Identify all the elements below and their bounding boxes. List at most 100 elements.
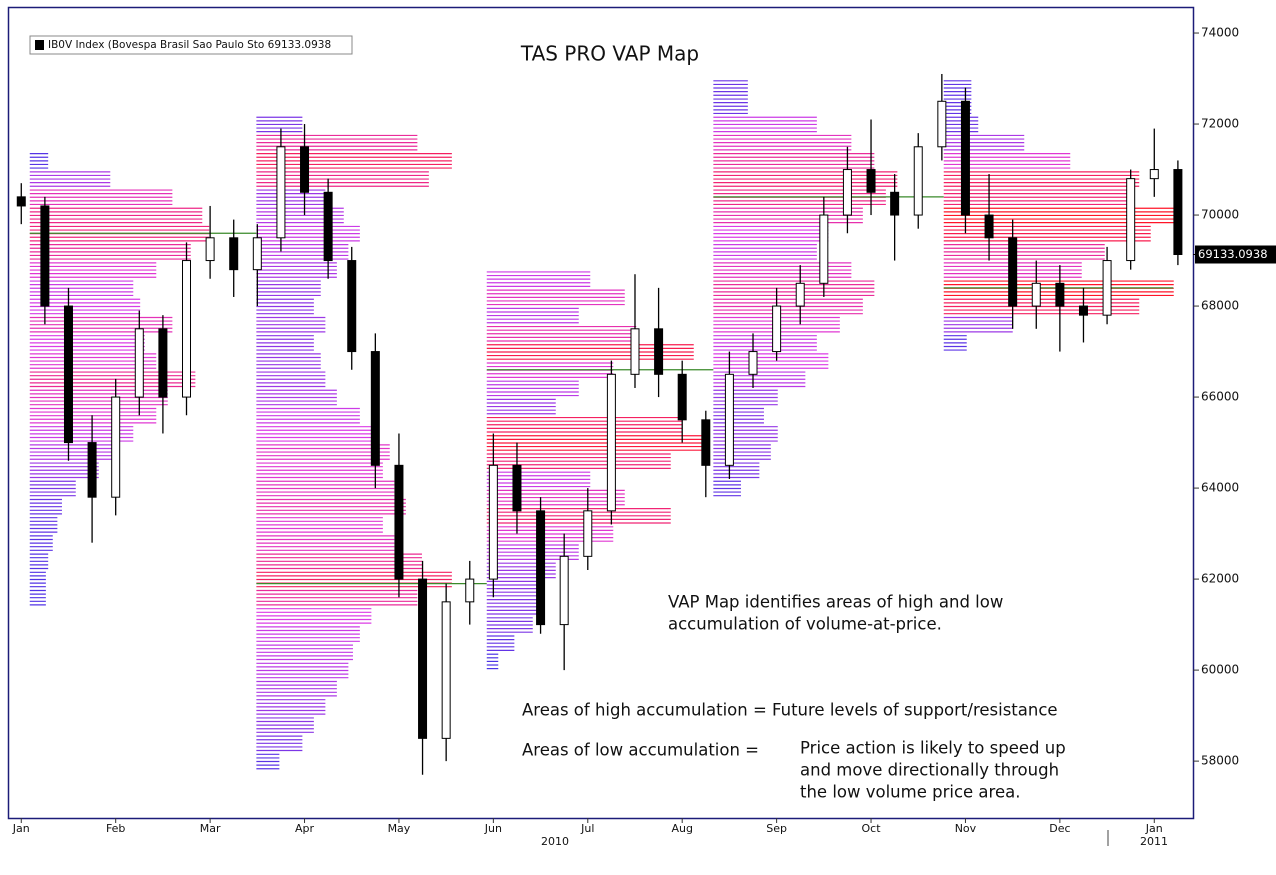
candle-body <box>1126 178 1136 262</box>
vap-bar <box>486 271 591 287</box>
candle-body <box>252 237 262 271</box>
vap-bar <box>256 244 349 260</box>
vap-bar <box>713 335 817 351</box>
vap-bar <box>486 398 556 415</box>
candle-body <box>512 464 522 512</box>
candle-body <box>488 464 498 580</box>
vap-bar <box>29 335 145 351</box>
vap-bar <box>29 171 111 187</box>
vap-bar <box>256 535 395 551</box>
vap-bar <box>256 353 321 369</box>
vap-bar <box>256 335 314 351</box>
candle-body <box>606 373 616 512</box>
candle-body <box>111 396 121 498</box>
vap-bar <box>486 544 579 560</box>
candle-body <box>842 169 852 216</box>
vap-bar <box>486 435 706 451</box>
x-tick-label: Sep <box>766 822 787 835</box>
candle-body <box>984 214 994 239</box>
y-tick-label: 68000 <box>1201 299 1239 313</box>
candle-body <box>87 442 97 498</box>
candle-body <box>323 191 333 262</box>
vap-bar <box>256 280 321 297</box>
candle-body <box>960 100 970 216</box>
vap-bar <box>256 462 383 479</box>
vap-bar <box>486 289 625 306</box>
y-tick-label: 60000 <box>1201 663 1239 677</box>
x-tick-label: Aug <box>671 822 692 835</box>
vap-bar <box>256 389 337 406</box>
candle-body <box>701 419 711 466</box>
vap-bar <box>256 553 422 570</box>
x-tick-label: Apr <box>295 822 315 835</box>
vap-bar <box>943 80 972 96</box>
vap-bar <box>256 626 360 642</box>
x-tick-label: Jan <box>12 822 30 835</box>
vap-bar <box>713 444 771 460</box>
vap-bar <box>256 371 326 388</box>
x-tick-label: Oct <box>862 822 882 835</box>
candle-body <box>654 328 664 375</box>
vap-bar <box>943 171 1140 187</box>
x-tick-label: Feb <box>106 822 125 835</box>
vap-bar <box>256 116 303 133</box>
vap-bar <box>713 280 875 297</box>
candle-body <box>441 601 451 739</box>
vap-bar <box>29 407 157 424</box>
annotation: and move directionally through <box>800 761 1059 780</box>
candle-body <box>1008 237 1018 307</box>
vap-bar <box>256 426 372 442</box>
vap-bar <box>256 134 418 151</box>
vap-bar <box>713 80 748 96</box>
annotation: Price action is likely to speed up <box>800 739 1066 758</box>
last-price-tag <box>1195 245 1276 264</box>
candle-body <box>1102 260 1112 316</box>
vap-bar <box>256 753 280 770</box>
vap-bar <box>29 553 49 570</box>
vap-bar <box>713 480 741 497</box>
vap-bar <box>943 316 1013 333</box>
candle-body <box>866 169 876 193</box>
y-tick-label: 64000 <box>1201 481 1239 495</box>
vap-bar <box>713 353 829 369</box>
annotation: VAP Map identifies areas of high and low <box>668 593 1003 612</box>
chart-title: TAS PRO VAP Map <box>520 42 699 66</box>
candle-body <box>913 146 923 216</box>
legend-box <box>29 35 353 55</box>
vap-bar <box>486 307 579 324</box>
vap-bar <box>29 389 168 406</box>
vap-bar <box>713 462 760 479</box>
last-price-label: 69133.0938 <box>1198 247 1268 261</box>
vap-bar <box>713 407 764 424</box>
vap-bar <box>943 207 1174 224</box>
candle-body <box>465 578 475 603</box>
annotation: Areas of low accumulation = <box>522 741 759 760</box>
vap-bar <box>29 316 173 333</box>
vap-bar <box>29 498 62 515</box>
vap-bar <box>486 471 591 488</box>
vap-bar <box>486 489 625 506</box>
x-tick-label: Nov <box>955 822 977 835</box>
candle-body <box>583 510 593 557</box>
vap-bar <box>256 153 452 169</box>
vap-bar <box>256 735 303 752</box>
vap-bar <box>713 225 829 242</box>
candle-body <box>890 191 900 216</box>
vap-bar <box>713 116 817 133</box>
candle-body <box>40 205 50 307</box>
candle-body <box>795 282 805 307</box>
vap-bar <box>29 444 118 460</box>
vap-bar <box>256 589 418 606</box>
vap-bar <box>29 371 196 388</box>
vap-bar <box>256 717 314 733</box>
candle-body <box>182 260 192 398</box>
candle-body <box>276 146 286 239</box>
annotation: Areas of high accumulation = Future leve… <box>522 701 1058 720</box>
vap-bar <box>256 407 360 424</box>
candle-body <box>394 464 404 580</box>
vap-bar <box>486 325 637 342</box>
vap-bar <box>486 598 538 615</box>
candle-body <box>418 578 428 739</box>
y-tick-label: 72000 <box>1201 117 1239 131</box>
